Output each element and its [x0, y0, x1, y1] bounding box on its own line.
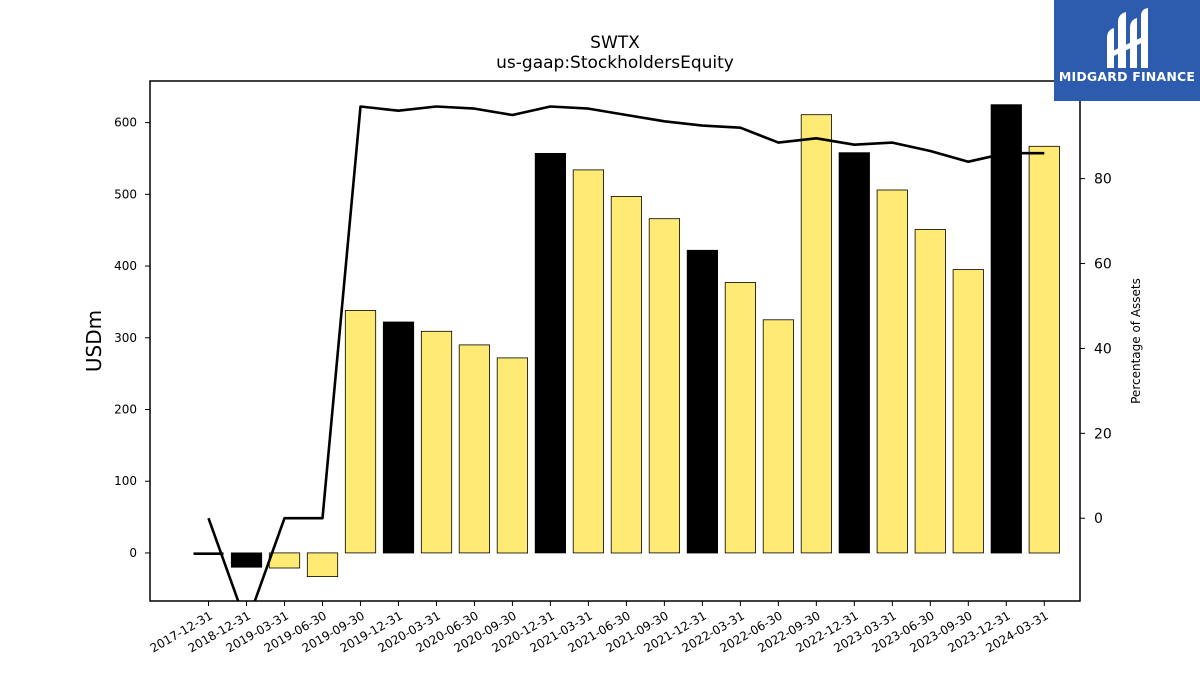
bar-2023-12-31	[990, 104, 1022, 554]
y-tick-label: 400	[114, 259, 137, 273]
bar-2019-12-31	[382, 321, 415, 554]
bar-2019-06-30	[306, 552, 339, 578]
y-axis-label: USDm	[82, 310, 106, 372]
bar-2023-03-31	[876, 189, 908, 554]
y2-axis-label: Percentage of Assets	[1129, 278, 1143, 404]
y2-axis-ticks: 020406080100	[1080, 87, 1121, 527]
y-tick-label: 500	[114, 187, 137, 201]
y2-tick-label: 40	[1094, 341, 1112, 357]
y-tick-label: 0	[129, 546, 137, 560]
logo-mark-icon	[1107, 8, 1148, 68]
chart-subtitle: us-gaap:StockholdersEquity	[496, 53, 734, 73]
bar-2021-09-30	[648, 218, 681, 554]
bar-2022-09-30	[800, 114, 833, 554]
bar-2023-09-30	[952, 269, 984, 554]
bar-2022-06-30	[762, 319, 795, 554]
bar-2019-03-31	[268, 552, 301, 569]
plot-frame	[149, 80, 1081, 602]
bar-2022-03-31	[724, 282, 757, 554]
y2-tick-label: 80	[1094, 172, 1112, 188]
y-axis-ticks: 0 100 200 300 400 500 600	[114, 116, 150, 560]
percentage-of-assets-line	[207, 105, 1045, 601]
bar-2024-03-31	[1028, 145, 1060, 554]
bar-2020-06-30	[458, 344, 491, 554]
chart-title: SWTX	[590, 33, 640, 53]
bar-2022-12-31	[838, 152, 870, 554]
bar-2020-03-31	[420, 330, 453, 554]
logo-text: MIDGARD FINANCE	[1059, 69, 1195, 84]
bar-2018-12-31	[230, 552, 263, 568]
y-tick-label: 100	[114, 474, 137, 488]
bar-2021-12-31	[686, 249, 719, 554]
midgard-finance-logo: MIDGARD FINANCE	[1054, 0, 1200, 101]
logo-background	[1054, 0, 1200, 101]
bar-2020-12-31	[534, 152, 567, 554]
y-tick-label: 200	[114, 402, 137, 416]
bar-series	[230, 104, 1060, 578]
y2-tick-label: 0	[1094, 511, 1103, 527]
bar-2020-09-30	[496, 357, 529, 554]
bar-2019-09-30	[344, 310, 377, 554]
bar-2021-06-30	[610, 196, 643, 554]
y-tick-label: 600	[114, 116, 137, 130]
x-axis-ticks: 2017-12-312018-12-312019-03-312019-06-30…	[148, 601, 1051, 655]
bar-2021-03-31	[572, 169, 605, 554]
y2-tick-label: 20	[1094, 426, 1112, 442]
bar-2023-06-30	[914, 229, 946, 554]
y2-tick-label: 60	[1094, 257, 1112, 273]
y-tick-label: 300	[114, 331, 137, 345]
